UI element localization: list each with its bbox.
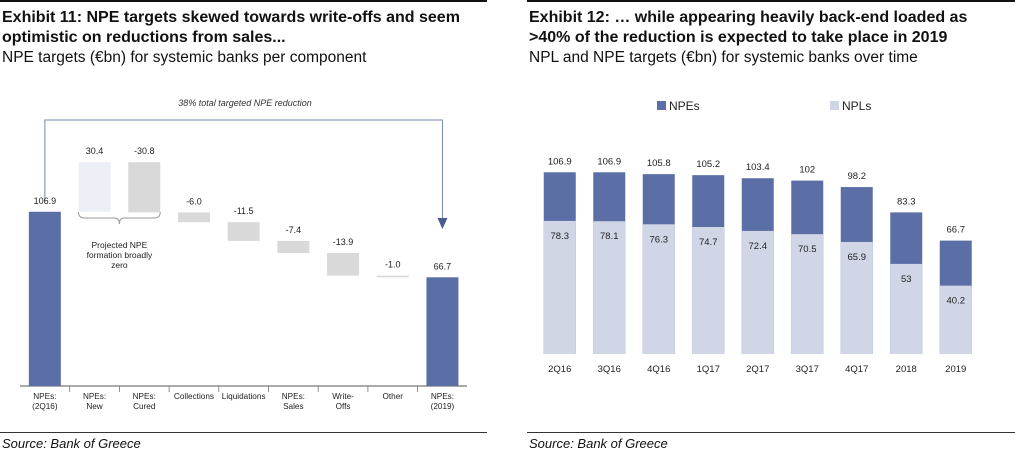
bar-8 <box>426 277 459 386</box>
category-label-1: NPEs: <box>83 392 106 401</box>
bar-4 <box>227 222 260 241</box>
exhibit-12-title: Exhibit 12: … while appearing heavily ba… <box>529 9 968 46</box>
formation-brace <box>78 211 161 225</box>
npl-data-label-3: 74.7 <box>699 237 718 248</box>
exhibit-12-source: Source: Bank of Greece <box>529 436 668 451</box>
data-label-4: -11.5 <box>234 206 254 216</box>
category-label-5: NPEs: <box>282 392 305 401</box>
category-label-7: 2018 <box>896 364 917 375</box>
npl-data-label-8: 40.2 <box>947 296 966 307</box>
npl-bar-4 <box>741 230 774 354</box>
formation-annotation-line: zero <box>111 260 128 270</box>
bottom-rule <box>527 432 1015 433</box>
formation-annotation-line: formation broadly <box>87 250 153 260</box>
npe-data-label-0: 106.9 <box>548 156 572 167</box>
npl-data-label-2: 76.3 <box>650 234 669 245</box>
bar-5 <box>277 240 310 253</box>
exhibit-11-title: Exhibit 11: NPE targets skewed towards w… <box>2 9 460 46</box>
bar-0 <box>28 211 61 386</box>
exhibit-12-panel: Exhibit 12: … while appearing heavily ba… <box>527 0 1015 468</box>
npl-bar-3 <box>692 227 725 354</box>
waterfall-chart: 38% total targeted NPE reduction 106.9 NPE… <box>20 98 467 411</box>
npl-data-label-5: 70.5 <box>798 244 817 255</box>
formation-annotation-line: Projected NPE <box>92 240 148 250</box>
npl-bar-5 <box>791 234 824 354</box>
reduction-bracket-line <box>44 119 443 225</box>
exhibit-11-panel: Exhibit 11: NPE targets skewed towards w… <box>0 0 487 468</box>
bottom-rule <box>0 432 487 433</box>
bar-2 <box>128 162 161 213</box>
legend-label-npes: NPEs <box>669 99 700 113</box>
category-label-7: Other <box>383 392 404 401</box>
data-label-1: 30.4 <box>86 146 104 156</box>
npl-data-label-6: 65.9 <box>848 252 867 263</box>
npl-data-label-7: 53 <box>901 274 912 285</box>
npl-bar-6 <box>840 241 873 354</box>
bar-6 <box>327 252 360 276</box>
npl-bar-2 <box>642 224 675 354</box>
npe-data-label-3: 105.2 <box>696 159 720 170</box>
category-label-6: Write- <box>332 392 354 401</box>
data-label-8: 66.7 <box>434 261 452 271</box>
category-label-2: Cured <box>133 402 156 411</box>
category-label-6: 4Q17 <box>845 364 868 375</box>
category-label-5: 3Q17 <box>796 364 819 375</box>
category-label-6: Offs <box>336 402 351 411</box>
npe-data-label-4: 103.4 <box>746 162 770 173</box>
category-label-0: (2Q16) <box>32 402 58 411</box>
category-label-8: 2019 <box>945 364 966 375</box>
npe-data-label-5: 102 <box>799 165 815 176</box>
data-label-2: -30.8 <box>134 146 155 156</box>
category-label-5: Sales <box>283 402 303 411</box>
legend-swatch-npes <box>657 101 666 110</box>
exhibit-12-subtitle: NPL and NPE targets (€bn) for systemic b… <box>529 49 918 66</box>
total-reduction-annotation: 38% total targeted NPE reduction <box>178 98 312 108</box>
exhibit-11-source: Source: Bank of Greece <box>2 436 141 451</box>
category-label-2: 4Q16 <box>647 364 670 375</box>
bar-3 <box>177 212 210 223</box>
top-rule <box>527 0 1015 2</box>
npe-data-label-6: 98.2 <box>848 171 867 182</box>
category-label-3: 1Q17 <box>697 364 720 375</box>
category-label-4: Liquidations <box>222 392 266 401</box>
exhibit-11-subtitle: NPE targets (€bn) for systemic banks per… <box>2 49 367 66</box>
category-label-8: (2019) <box>431 402 455 411</box>
npl-data-label-4: 72.4 <box>749 241 768 252</box>
npl-bar-8 <box>939 285 972 354</box>
category-label-1: 3Q16 <box>598 364 621 375</box>
npl-bar-1 <box>593 221 626 354</box>
legend-label-npls: NPLs <box>842 99 871 113</box>
category-label-1: New <box>86 402 102 411</box>
npl-bar-0 <box>543 220 576 354</box>
category-label-0: NPEs: <box>33 392 56 401</box>
npe-data-label-7: 83.3 <box>897 196 916 207</box>
category-label-4: 2Q17 <box>746 364 769 375</box>
bar-1 <box>78 162 111 212</box>
legend-swatch-npls <box>830 101 839 110</box>
category-label-2: NPEs: <box>133 392 156 401</box>
data-label-7: -1.0 <box>385 260 401 270</box>
reduction-arrow-head <box>437 218 448 229</box>
bar-7 <box>376 275 409 278</box>
npe-npl-bar-chart: NPEs NPLs 106.9 78.3 2Q16 106.9 78.1 3Q16 105.8 7… <box>543 99 972 375</box>
data-label-6: -13.9 <box>333 237 354 247</box>
npe-data-label-2: 105.8 <box>647 158 671 169</box>
category-label-3: Collections <box>174 392 214 401</box>
category-label-0: 2Q16 <box>548 364 571 375</box>
npl-data-label-1: 78.1 <box>600 231 619 242</box>
category-label-8: NPEs: <box>431 392 454 401</box>
npe-data-label-1: 106.9 <box>597 156 621 167</box>
data-label-3: -6.0 <box>186 196 202 206</box>
npe-data-label-8: 66.7 <box>947 225 966 236</box>
top-rule <box>0 0 487 2</box>
npl-data-label-0: 78.3 <box>551 231 570 242</box>
npl-bar-7 <box>890 263 923 354</box>
data-label-5: -7.4 <box>286 225 302 235</box>
data-label-0: 106.9 <box>34 196 57 206</box>
